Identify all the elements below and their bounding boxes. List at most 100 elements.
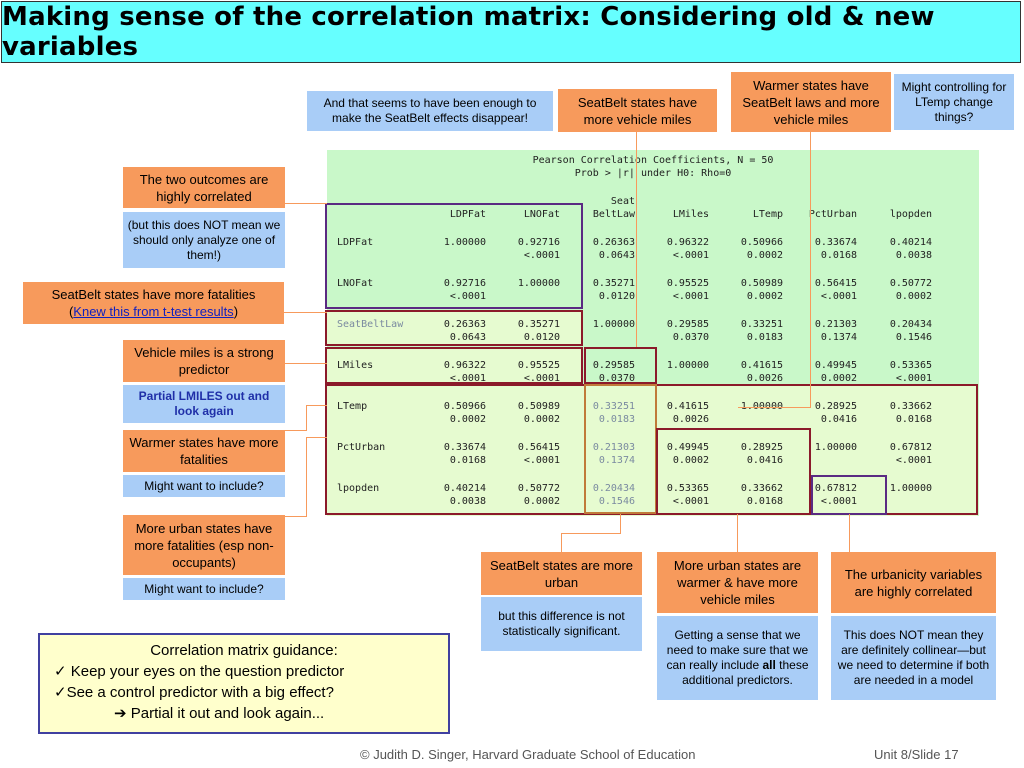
matrix-cell-r: 0.35271	[517, 319, 560, 330]
matrix-cell-r: 0.95525	[666, 278, 709, 289]
matrix-cell-r: 1.00000	[443, 237, 486, 248]
matrix-col-header-top: Seat	[610, 196, 635, 207]
matrix-cell-p: 0.0168	[746, 496, 783, 507]
matrix-cell-p: <.0001	[895, 373, 932, 384]
slide-title: Making sense of the correlation matrix: …	[2, 2, 935, 62]
matrix-cell-r: 0.50989	[517, 401, 560, 412]
connector-warmer-laws	[810, 131, 811, 408]
note-urban-warmer-sub-text: Getting a sense that we need to make sur…	[661, 628, 814, 688]
matrix-cell-r: 0.21303	[592, 442, 635, 453]
matrix-cell-p: 0.1546	[598, 496, 635, 507]
note-seatbelt-urban-text: SeatBelt states are more urban	[489, 557, 634, 590]
note-outcomes-sub-text: (but this does NOT mean we should only a…	[127, 217, 281, 262]
note-miles-sub-text: Partial LMILES out and look again	[138, 389, 270, 418]
matrix-cell-p: 0.1374	[820, 332, 857, 343]
matrix-cell-p: 0.1374	[598, 455, 635, 466]
matrix-cell-r: 0.28925	[814, 401, 857, 412]
note-urbanicity-text: The urbanicity variables are highly corr…	[844, 566, 983, 599]
note-outcomes-text: The two outcomes are highly correlated	[139, 171, 269, 204]
matrix-cell-r: 0.67812	[814, 483, 857, 494]
matrix-cell-p: 0.0002	[449, 414, 486, 425]
matrix-cell-p: <.0001	[672, 496, 709, 507]
matrix-cell-r: 0.40214	[889, 237, 932, 248]
matrix-row-label: PctUrban	[337, 442, 386, 453]
connector-urban-v	[306, 437, 307, 517]
matrix-cell-r: 0.95525	[517, 360, 560, 371]
connector-warmer-laws-h	[738, 407, 811, 408]
matrix-cell-p: 0.0002	[746, 291, 783, 302]
note-urban-warmer-sub: Getting a sense that we need to make sur…	[657, 616, 818, 700]
matrix-cell-r: 1.00000	[666, 360, 709, 371]
matrix-cell-p: 0.0416	[820, 414, 857, 425]
matrix-cell-p: 0.0168	[449, 455, 486, 466]
guidance-item-1: ✓ Keep your eyes on the question predict…	[54, 663, 345, 680]
sub-bold: all	[762, 658, 776, 672]
matrix-col-header: lpopden	[889, 209, 932, 220]
matrix-header-1: Pearson Correlation Coefficients, N = 50	[532, 155, 774, 166]
note-seatbelt-miles: SeatBelt states have more vehicle miles	[558, 89, 717, 132]
note-seatbelt-miles-text: SeatBelt states have more vehicle miles	[577, 94, 698, 127]
matrix-col-header: LDPFat	[449, 209, 486, 220]
matrix-cell-p: <.0001	[820, 496, 857, 507]
matrix-row-label: LDPFat	[337, 237, 374, 248]
note-warmer-sub-text: Might want to include?	[144, 478, 264, 493]
matrix-cell-p: 0.0002	[746, 250, 783, 261]
matrix-col-header: PctUrban	[808, 209, 857, 220]
matrix-cell-r: 0.92716	[443, 278, 486, 289]
matrix-cell-r: 0.26363	[443, 319, 486, 330]
matrix-cell-p: <.0001	[523, 250, 560, 261]
matrix-cell-r: 0.29585	[666, 319, 709, 330]
note-urban-warmer: More urban states are warmer & have more…	[657, 552, 818, 613]
matrix-row-label: LTemp	[337, 401, 368, 412]
matrix-cell-p: <.0001	[449, 373, 486, 384]
note-miles-predictor-text: Vehicle miles is a strong predictor	[134, 345, 274, 377]
matrix-cell-r: 0.33251	[740, 319, 783, 330]
matrix-col-header: BeltLaw	[592, 209, 635, 220]
matrix-cell-p: 0.0643	[598, 250, 635, 261]
matrix-header-2: Prob > |r| under H0: Rho=0	[574, 168, 732, 179]
matrix-cell-r: 0.50989	[740, 278, 783, 289]
matrix-cell-r: 0.33662	[889, 401, 932, 412]
note-outcomes: The two outcomes are highly correlated	[123, 167, 285, 208]
guidance-box: Correlation matrix guidance: ✓ Keep your…	[38, 633, 450, 734]
matrix-col-header: LTemp	[752, 209, 783, 220]
matrix-cell-p: 0.0002	[820, 373, 857, 384]
matrix-cell-r: 0.50966	[740, 237, 783, 248]
guidance-heading: Correlation matrix guidance:	[150, 642, 338, 659]
note-urban-warmer-text: More urban states are warmer & have more…	[673, 558, 802, 607]
note-seatbelt-fatalities-text: SeatBelt states have more fatalities	[51, 287, 256, 302]
matrix-cell-p: 0.0120	[523, 332, 560, 343]
matrix-cell-r: 0.20434	[889, 319, 932, 330]
matrix-cell-p: 0.0120	[598, 291, 635, 302]
note-seatbelt-urban-sub: but this difference is not statistically…	[481, 597, 642, 651]
connector-seatbelt-urban	[561, 533, 562, 553]
note-outcomes-sub: (but this does NOT mean we should only a…	[123, 212, 285, 268]
matrix-cell-r: 1.00000	[517, 278, 560, 289]
ttest-link[interactable]: Knew this from t-test results	[73, 304, 234, 319]
connector-warmer-v	[306, 405, 307, 431]
matrix-row-label: LMiles	[337, 360, 374, 371]
matrix-cell-r: 0.67812	[889, 442, 932, 453]
connector-urban-warmer	[737, 514, 738, 553]
matrix-cell-r: 0.41615	[666, 401, 709, 412]
matrix-cell-p: <.0001	[895, 455, 932, 466]
matrix-cell-p: 0.0370	[598, 373, 635, 384]
matrix-cell-r: 0.20434	[592, 483, 635, 494]
matrix-cell-r: 0.50772	[889, 278, 932, 289]
matrix-cell-r: 0.29585	[592, 360, 635, 371]
connector-seatbelt-urban-v2	[620, 514, 621, 534]
sub-pre: Getting a sense that we need to make sur…	[666, 628, 809, 672]
matrix-cell-p: 0.0002	[672, 455, 709, 466]
matrix-cell-r: 0.33251	[592, 401, 635, 412]
note-warmer-laws-text: Warmer states have SeatBelt laws and mor…	[742, 77, 880, 127]
matrix-cell-r: 1.00000	[814, 442, 857, 453]
matrix-cell-r: 0.33674	[814, 237, 857, 248]
matrix-cell-p: 0.0643	[449, 332, 486, 343]
matrix-cell-p: 0.0183	[746, 332, 783, 343]
note-urbanicity-sub-text: This does NOT mean they are definitely c…	[837, 628, 990, 687]
matrix-cell-p: 0.0416	[746, 455, 783, 466]
matrix-col-header: LMiles	[672, 209, 709, 220]
matrix-cell-r: 0.96322	[666, 237, 709, 248]
matrix-cell-p: 0.0038	[895, 250, 932, 261]
matrix-cell-p: <.0001	[672, 291, 709, 302]
